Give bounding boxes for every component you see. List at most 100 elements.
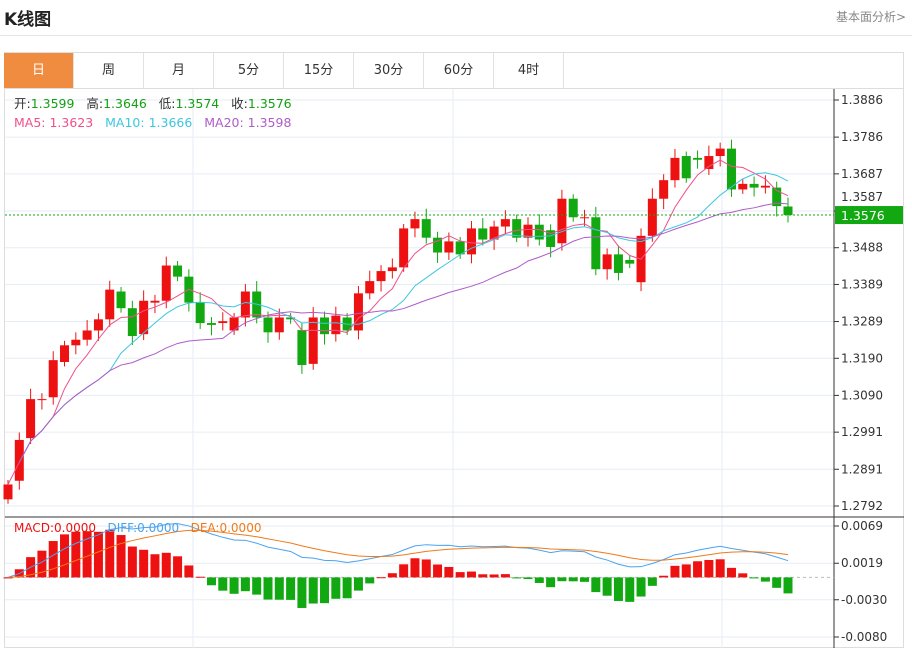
page-title: K线图 bbox=[4, 10, 52, 30]
tab-1[interactable]: 周 bbox=[74, 53, 144, 88]
macd-bar bbox=[726, 567, 736, 578]
macd-bar bbox=[546, 577, 556, 588]
candle-body bbox=[218, 321, 228, 324]
macd-bar bbox=[433, 564, 443, 578]
price-tick-label: 1.3090 bbox=[841, 388, 883, 402]
macd-bar bbox=[749, 577, 759, 579]
candle-body bbox=[37, 399, 47, 401]
macd-bar bbox=[772, 577, 782, 588]
candle-body bbox=[681, 156, 691, 179]
candle-body bbox=[116, 291, 126, 309]
macd-bar bbox=[387, 573, 397, 578]
candle-body bbox=[387, 267, 397, 272]
price-tick-label: 1.3190 bbox=[841, 351, 883, 365]
high-label: 高: bbox=[86, 96, 104, 111]
candle-body bbox=[206, 323, 216, 325]
macd-bar bbox=[659, 575, 669, 578]
macd-bar bbox=[478, 574, 488, 578]
macd-bar bbox=[3, 577, 13, 579]
candle-body bbox=[173, 265, 183, 277]
candle-body bbox=[659, 180, 669, 199]
macd-bar bbox=[286, 577, 296, 600]
candle-body bbox=[229, 317, 239, 331]
tab-5[interactable]: 30分 bbox=[354, 53, 424, 88]
price-tick-label: 1.3587 bbox=[841, 190, 883, 204]
candle-body bbox=[365, 281, 375, 294]
price-tick-label: 1.3687 bbox=[841, 167, 883, 181]
candle-body bbox=[297, 330, 307, 365]
candle-body bbox=[82, 330, 92, 340]
candle-body bbox=[399, 228, 409, 268]
dea-line bbox=[7, 529, 789, 578]
macd-bar bbox=[139, 549, 149, 578]
tab-2[interactable]: 月 bbox=[144, 53, 214, 88]
macd-bar bbox=[681, 564, 691, 578]
candle-body bbox=[580, 217, 590, 219]
candle-body bbox=[693, 157, 703, 160]
candle-body bbox=[48, 360, 58, 398]
macd-bar bbox=[320, 577, 330, 604]
macd-bar bbox=[647, 577, 657, 586]
macd-bar bbox=[274, 577, 284, 600]
macd-bar bbox=[184, 565, 194, 578]
macd-bar bbox=[738, 573, 748, 578]
macd-bar bbox=[602, 577, 612, 596]
macd-bar bbox=[444, 566, 454, 578]
fundamental-analysis-link[interactable]: 基本面分析> bbox=[835, 10, 906, 24]
macd-bar bbox=[715, 559, 725, 578]
candle-body bbox=[704, 156, 714, 170]
low-value: 1.3574 bbox=[175, 96, 220, 111]
high-value: 1.3646 bbox=[103, 96, 147, 111]
candle-body bbox=[647, 198, 657, 236]
macd-bar bbox=[410, 558, 420, 578]
macd-bar bbox=[421, 559, 431, 578]
macd-bar bbox=[263, 577, 273, 600]
low-label: 低: bbox=[158, 96, 176, 111]
chart-panel bbox=[4, 52, 904, 648]
candle-body bbox=[557, 198, 567, 244]
macd-bar bbox=[218, 577, 228, 591]
candle-body bbox=[410, 219, 420, 229]
last-price-label: 1.3576 bbox=[841, 208, 885, 223]
divider bbox=[0, 35, 912, 36]
macd-tick-label: 0.0069 bbox=[841, 519, 883, 533]
tab-4[interactable]: 15分 bbox=[284, 53, 354, 88]
macd-bar bbox=[613, 577, 623, 601]
candle-body bbox=[568, 198, 578, 218]
macd-value: MACD:0.0000 bbox=[14, 521, 97, 535]
macd-bar bbox=[161, 552, 171, 578]
candle-body bbox=[500, 219, 510, 227]
candle-body bbox=[150, 300, 160, 303]
candle-body bbox=[478, 228, 488, 240]
candle-body bbox=[444, 241, 454, 253]
ma20-line bbox=[18, 202, 789, 463]
candle-body bbox=[670, 157, 680, 181]
candle-body bbox=[263, 317, 273, 333]
candle-body bbox=[715, 148, 725, 157]
macd-bar bbox=[82, 531, 92, 578]
candle-body bbox=[195, 302, 205, 324]
candle-body bbox=[376, 271, 386, 282]
macd-bar bbox=[229, 577, 239, 594]
candle-body bbox=[139, 300, 149, 335]
macd-bar bbox=[568, 577, 578, 582]
ohlc-info: 开:1.3599 高:1.3646 低:1.3574 收:1.3576 bbox=[14, 96, 292, 111]
tab-7[interactable]: 4时 bbox=[494, 53, 564, 88]
close-value: 1.3576 bbox=[247, 96, 292, 111]
macd-bar bbox=[760, 577, 770, 582]
candle-body bbox=[3, 484, 13, 500]
macd-bar bbox=[71, 531, 81, 578]
macd-bar bbox=[297, 577, 307, 608]
dea-value: DEA:0.0000 bbox=[190, 521, 262, 535]
tab-0[interactable]: 日 bbox=[4, 53, 74, 88]
candle-body bbox=[433, 237, 443, 253]
candle-body bbox=[625, 259, 635, 264]
macd-bar bbox=[399, 564, 409, 578]
tab-3[interactable]: 5分 bbox=[214, 53, 284, 88]
macd-bar bbox=[693, 561, 703, 578]
macd-bar bbox=[466, 571, 476, 578]
ma5-line bbox=[7, 159, 789, 485]
tab-6[interactable]: 60分 bbox=[424, 53, 494, 88]
candle-body bbox=[546, 230, 556, 247]
